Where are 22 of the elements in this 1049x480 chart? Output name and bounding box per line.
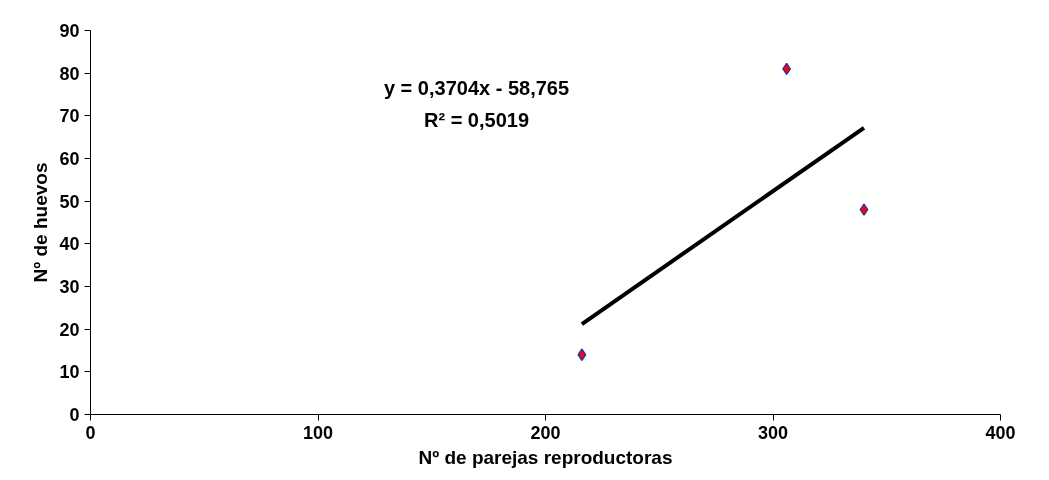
x-axis-title: Nº de parejas reproductoras (418, 446, 673, 468)
y-tick-label: 0 (69, 405, 80, 425)
y-axis-title: Nº de huevos (30, 162, 52, 283)
annotation: R² = 0,5019 (423, 108, 530, 131)
point (859, 203, 869, 216)
y-tick-label: 70 (59, 106, 80, 127)
x-tick-label: 200 (530, 422, 561, 443)
y-tick-label: 10 (59, 362, 80, 383)
y-tick-label: 40 (59, 234, 80, 255)
y-tick-label: 80 (59, 63, 80, 84)
annotation: y = 0,3704x - 58,765 (383, 76, 570, 99)
point (782, 62, 792, 76)
point (577, 348, 587, 362)
x-tick-label: 400 (985, 422, 1016, 443)
y-tick-label: 90 (59, 21, 80, 41)
x-tick-label: 0 (85, 422, 96, 443)
y-tick-label: 60 (59, 149, 80, 169)
y-tick-label: 50 (59, 191, 80, 212)
y-tick-label: 30 (59, 277, 80, 297)
x-tick-label: 100 (302, 422, 334, 443)
y-tick-label: 20 (59, 319, 80, 340)
x-tick-label: 300 (757, 422, 789, 443)
